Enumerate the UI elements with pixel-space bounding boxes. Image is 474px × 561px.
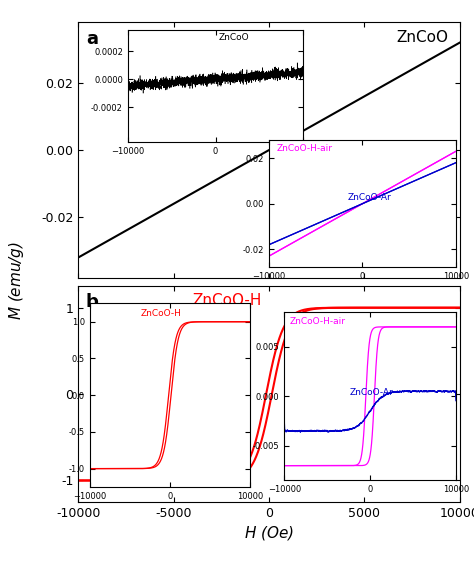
Text: b: b — [86, 293, 99, 311]
Text: a: a — [86, 30, 98, 48]
Text: ZnCoO: ZnCoO — [396, 30, 448, 45]
X-axis label: $H$ (Oe): $H$ (Oe) — [244, 524, 294, 542]
Text: ZnCoO-H: ZnCoO-H — [192, 293, 262, 307]
Text: $M$ (emu/g): $M$ (emu/g) — [7, 241, 26, 320]
